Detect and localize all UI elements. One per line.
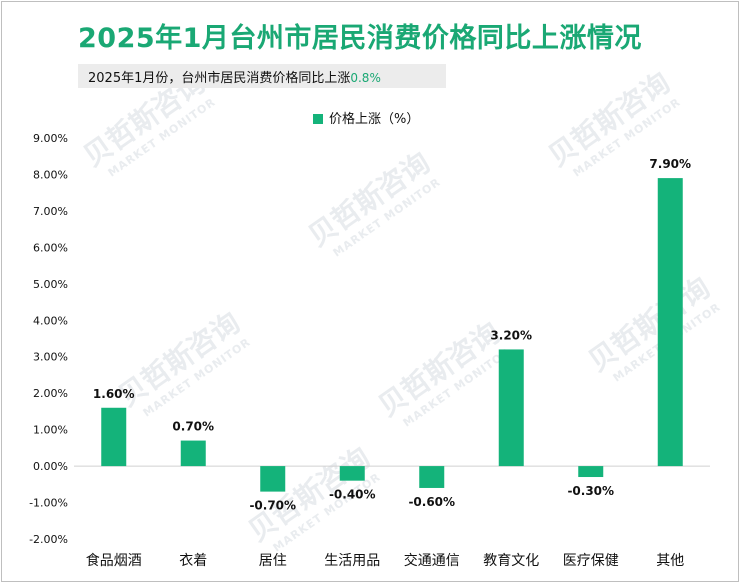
bar <box>419 466 445 488</box>
data-label: 1.60% <box>93 387 135 401</box>
x-tick-label: 衣着 <box>179 553 207 569</box>
x-tick-label: 交通通信 <box>404 552 460 569</box>
subtitle-highlight: 0.8% <box>350 71 381 85</box>
data-label: -0.40% <box>329 488 376 502</box>
bar <box>657 178 683 467</box>
x-tick-label: 教育文化 <box>483 553 539 569</box>
bar <box>339 466 365 481</box>
y-tick-label: 0.00% <box>33 460 68 473</box>
bar <box>260 466 286 492</box>
bar <box>498 349 524 467</box>
data-label: -0.60% <box>408 495 455 509</box>
y-tick-label: 5.00% <box>33 278 68 291</box>
data-label: -0.70% <box>249 499 296 513</box>
x-tick-label: 居住 <box>259 553 287 569</box>
y-tick-label: -1.00% <box>29 497 68 510</box>
y-tick-label: 8.00% <box>33 168 68 181</box>
y-tick-label: 1.00% <box>33 424 68 437</box>
data-label: 3.20% <box>490 328 532 342</box>
bar <box>578 466 604 478</box>
bar <box>180 440 206 467</box>
y-tick-label: 6.00% <box>33 241 68 254</box>
y-tick-label: 4.00% <box>33 314 68 327</box>
x-tick-label: 生活用品 <box>324 553 380 569</box>
data-label: 7.90% <box>649 157 691 171</box>
data-label: 0.70% <box>172 420 214 434</box>
x-tick-label: 医疗保健 <box>563 553 619 569</box>
x-tick-label: 食品烟酒 <box>86 552 142 569</box>
bar <box>101 407 127 467</box>
subtitle-box: 2025年1月份，台州市居民消费价格同比上涨0.8% <box>78 64 446 88</box>
y-tick-label: -2.00% <box>29 533 68 546</box>
y-tick-label: 9.00% <box>33 132 68 145</box>
y-tick-label: 3.00% <box>33 351 68 364</box>
data-label: -0.30% <box>567 484 614 498</box>
y-tick-label: 7.00% <box>33 205 68 218</box>
legend-swatch <box>313 114 323 124</box>
legend: 价格上涨（%） <box>313 108 419 127</box>
legend-label: 价格上涨（%） <box>329 112 420 127</box>
y-tick-label: 2.00% <box>33 387 68 400</box>
chart-subtitle: 2025年1月份，台州市居民消费价格同比上涨0.8% <box>88 71 381 86</box>
chart-title: 2025年1月台州市居民消费价格同比上涨情况 <box>78 23 642 54</box>
x-tick-label: 其他 <box>656 553 684 569</box>
